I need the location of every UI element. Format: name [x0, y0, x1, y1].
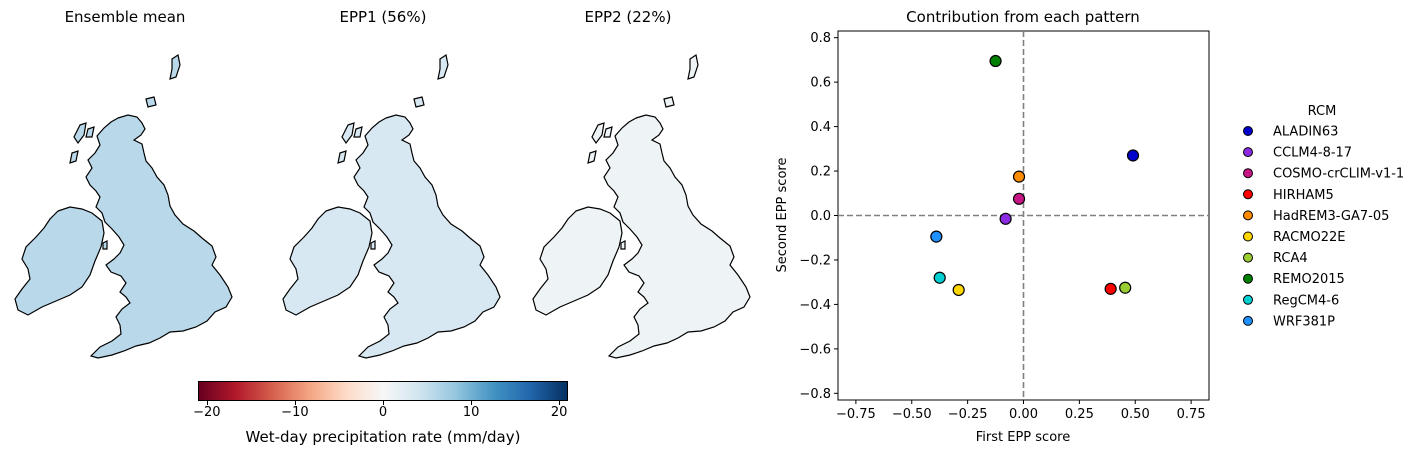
y-axis-label: Second EPP score	[775, 158, 790, 273]
legend-marker	[1243, 147, 1253, 158]
x-tick-label: −0.75	[836, 407, 876, 422]
legend-title: RCM	[1308, 104, 1337, 119]
point-hirham5	[1104, 282, 1117, 295]
legend-label: WRF381P	[1273, 314, 1335, 329]
legend-marker	[1243, 168, 1253, 179]
x-tick-label: −0.25	[948, 407, 988, 422]
colorbar-tick	[383, 401, 384, 405]
point-cosmo-crclim-v1-1	[1012, 192, 1026, 205]
legend-marker	[1243, 231, 1253, 242]
colorbar	[198, 381, 568, 401]
x-axis-label: First EPP score	[976, 430, 1070, 445]
colorbar-tick-label: 10	[462, 405, 480, 420]
legend-marker	[1243, 315, 1253, 326]
y-tick-label: −0.6	[799, 342, 831, 357]
legend-marker	[1243, 210, 1253, 221]
x-tick-label: 0.50	[1121, 407, 1150, 422]
legend-marker	[1243, 252, 1253, 263]
legend-label: ALADIN63	[1273, 125, 1338, 140]
legend-label: RCA4	[1273, 251, 1308, 266]
point-rca4	[1119, 281, 1132, 294]
map-title-epp2: EPP2 (22%)	[584, 8, 672, 26]
y-tick-label: 0.4	[810, 120, 831, 135]
x-tick-label: 0.75	[1177, 407, 1206, 422]
colorbar-label: Wet-day precipitation rate (mm/day)	[245, 428, 521, 446]
y-tick-label: −0.2	[799, 253, 831, 268]
colorbar-tick	[206, 401, 208, 405]
legend-label: HIRHAM5	[1273, 188, 1334, 203]
legend-label: REMO2015	[1273, 272, 1345, 287]
colorbar-tick	[559, 401, 561, 405]
map-title-epp1: EPP1 (56%)	[339, 8, 427, 26]
map-title-ensemble-mean: Ensemble mean	[64, 8, 186, 26]
x-tick-label: −0.50	[892, 407, 932, 422]
legend-marker	[1243, 189, 1253, 200]
x-tick-label: 0.00	[1009, 407, 1038, 422]
legend-label: RegCM4-6	[1273, 293, 1339, 308]
legend-label: RACMO22E	[1273, 230, 1345, 245]
colorbar-tick	[294, 401, 296, 405]
point-remo2015	[989, 54, 1002, 68]
point-wrf381p	[930, 230, 943, 243]
legend-label: CCLM4-8-17	[1273, 146, 1352, 161]
point-aladin63	[1126, 149, 1140, 162]
y-tick-label: −0.8	[799, 387, 831, 402]
colorbar-ticks: −20 −10 0 10 20	[193, 401, 568, 431]
y-tick-label: 0.6	[810, 76, 831, 91]
colorbar-tick-label: 20	[550, 405, 568, 420]
point-racmo22e	[952, 283, 965, 297]
point-cclm4-8-17	[999, 212, 1012, 225]
chart-title: Contribution from each pattern	[906, 8, 1140, 26]
point-regcm4-6	[933, 271, 946, 284]
legend-marker	[1243, 273, 1253, 284]
legend-label: HadREM3-GA7-05	[1273, 209, 1389, 224]
colorbar-tick-label: 0	[378, 405, 388, 420]
colorbar-tick	[471, 401, 473, 405]
y-tick-label: 0.2	[810, 165, 831, 180]
y-tick-label: 0.0	[810, 209, 831, 224]
legend-label: COSMO-crCLIM-v1-1	[1273, 167, 1404, 182]
colorbar-tick-label: −20	[193, 405, 221, 420]
legend-marker	[1243, 294, 1253, 305]
colorbar-tick-label: −10	[281, 405, 309, 420]
y-tick-label: 0.8	[810, 31, 831, 46]
y-tick-label: −0.4	[799, 298, 831, 313]
point-hadrem3-ga7-05	[1012, 170, 1026, 183]
x-tick-label: 0.25	[1065, 407, 1094, 422]
legend-marker	[1243, 126, 1253, 136]
